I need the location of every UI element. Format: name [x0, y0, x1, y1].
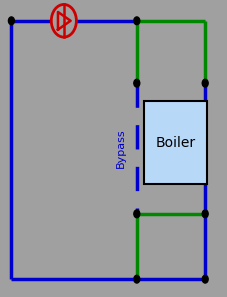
Circle shape [201, 275, 207, 283]
FancyBboxPatch shape [143, 101, 207, 184]
Circle shape [133, 275, 139, 283]
Circle shape [133, 17, 139, 25]
Circle shape [201, 79, 207, 87]
Text: Bypass: Bypass [115, 129, 125, 168]
Circle shape [8, 17, 14, 25]
Circle shape [133, 210, 139, 218]
Circle shape [201, 210, 207, 218]
Text: Boiler: Boiler [155, 135, 195, 150]
Circle shape [133, 79, 139, 87]
